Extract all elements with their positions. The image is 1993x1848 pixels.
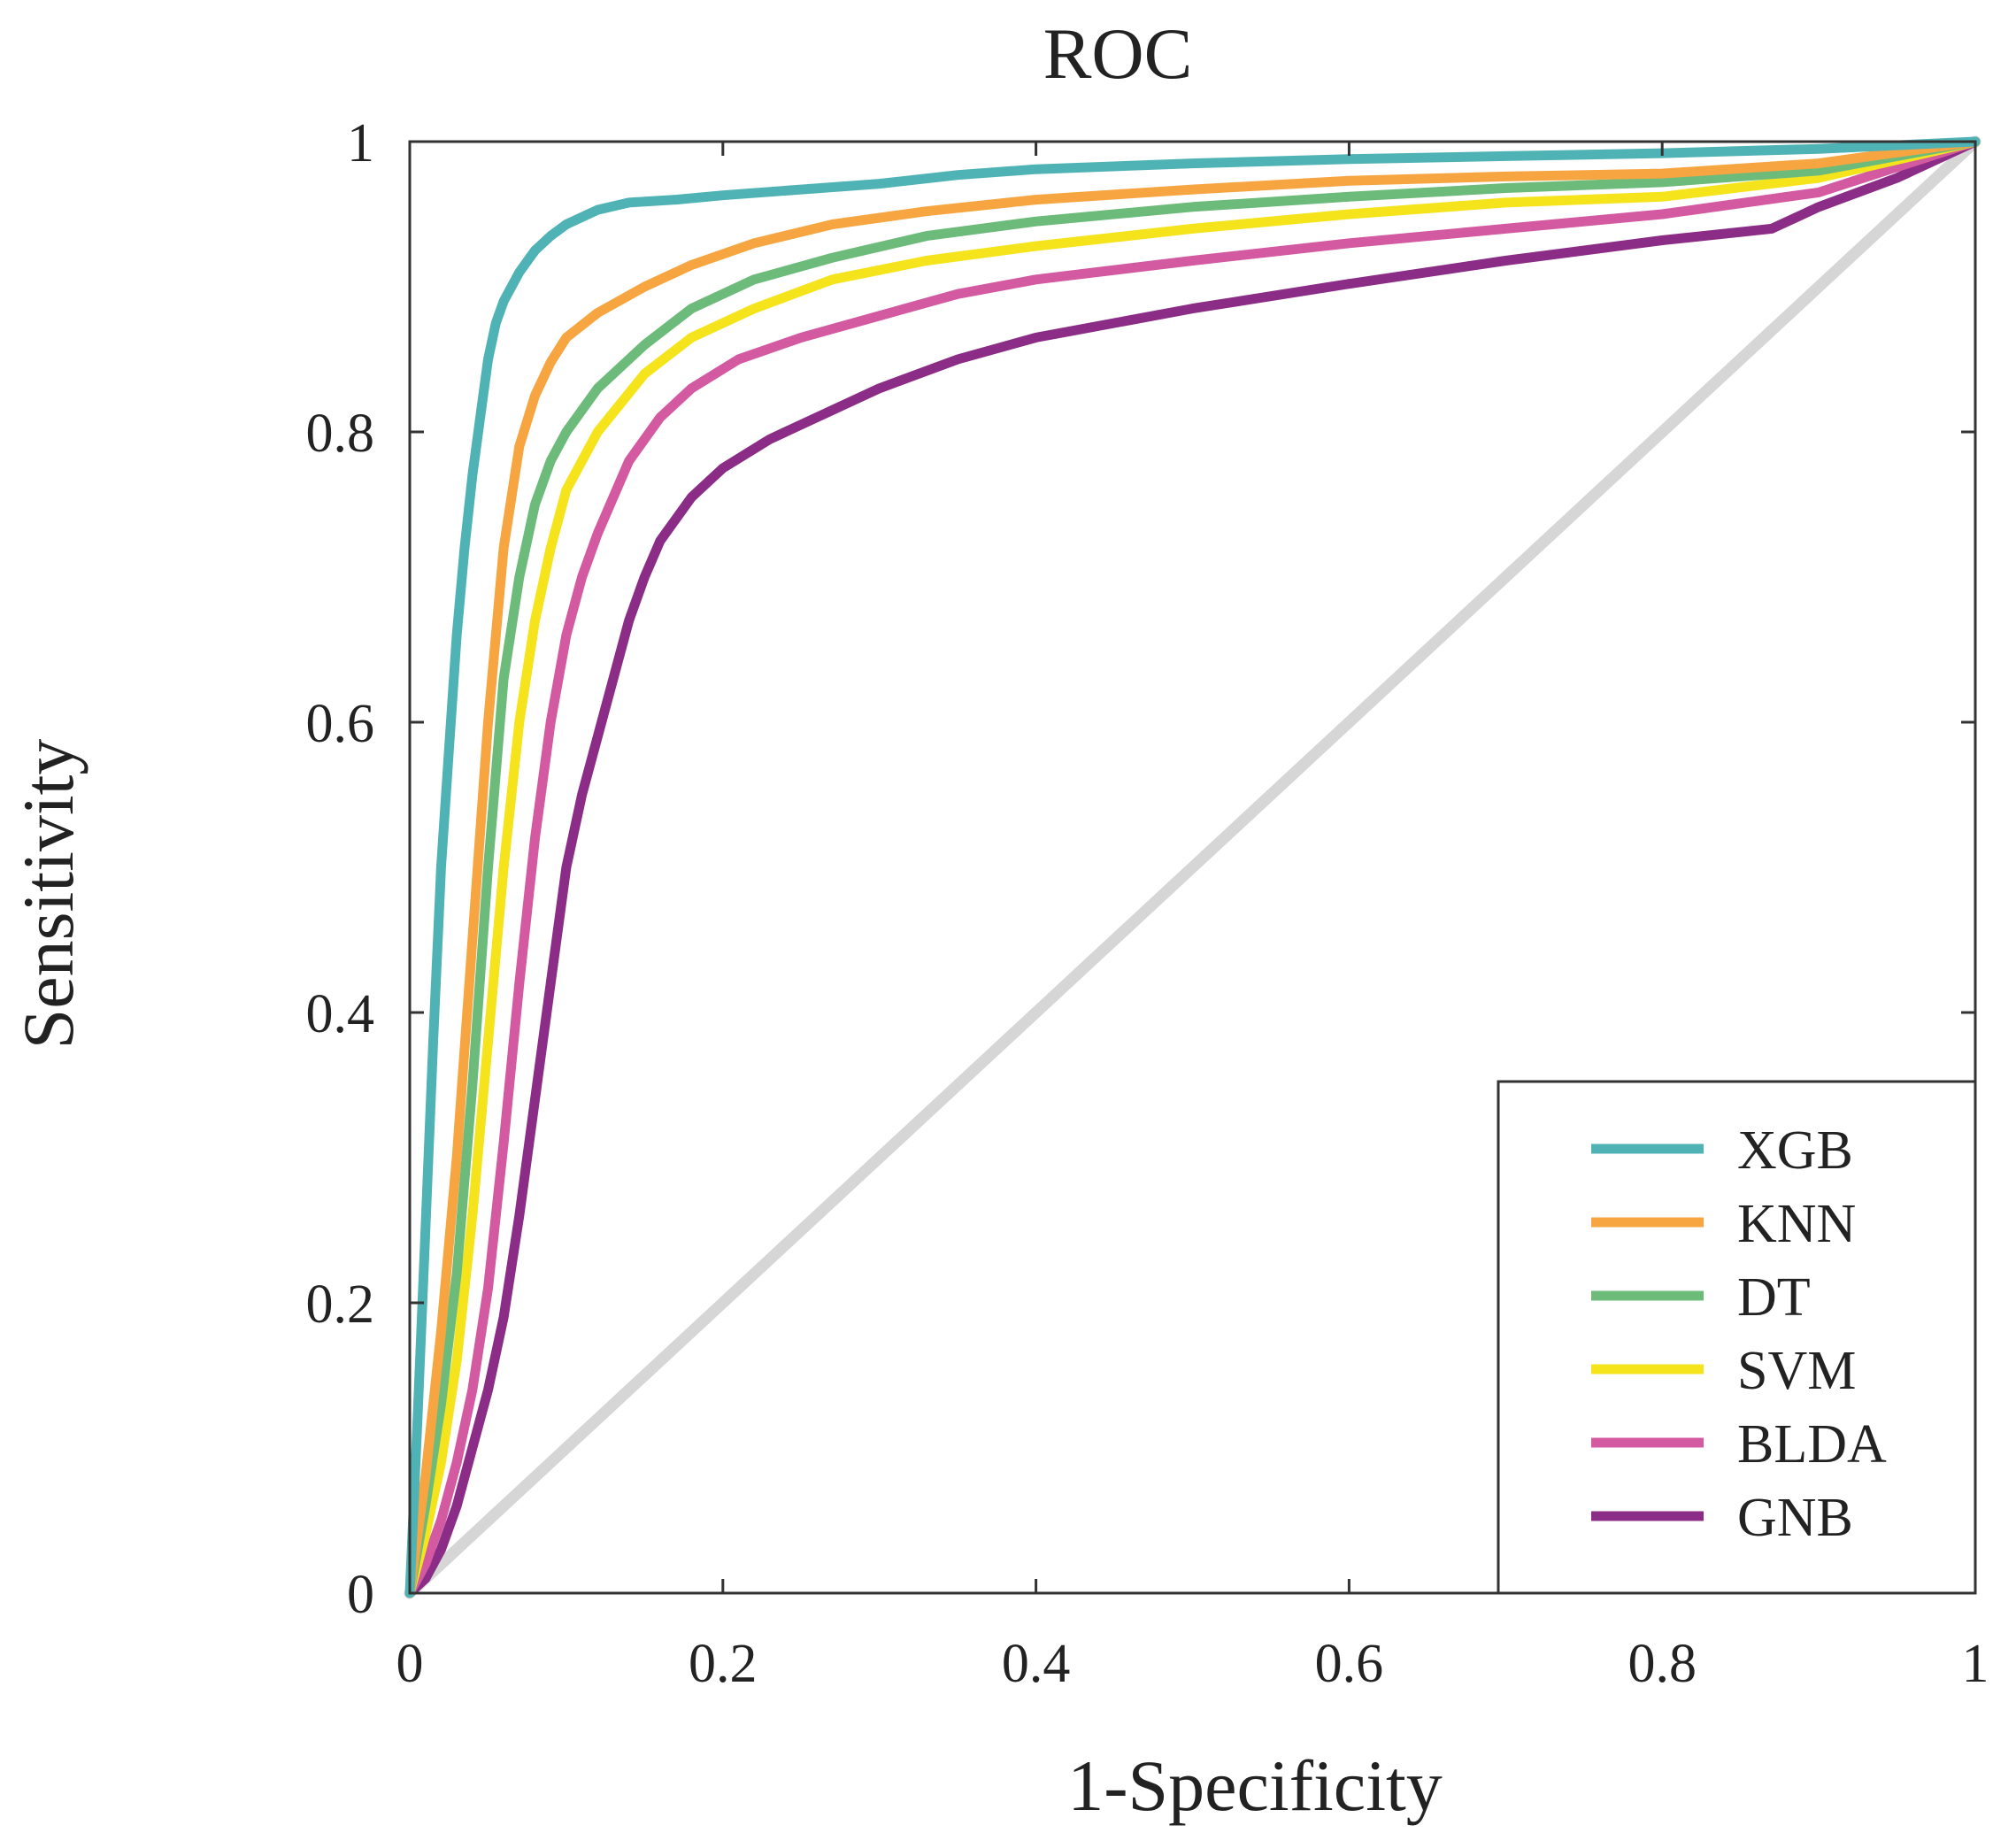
y-tick-label: 0 xyxy=(347,1565,374,1625)
legend: XGB KNN DT SVM BLDA GNB xyxy=(1497,1080,1977,1595)
series-line-dt xyxy=(404,136,1981,1598)
series-line-svm xyxy=(404,136,1981,1598)
x-tick-label: 0.6 xyxy=(1315,1634,1384,1694)
legend-label-gnb: GNB xyxy=(1737,1488,1853,1548)
plot-frame xyxy=(408,140,1977,1595)
reference-diagonal-line xyxy=(404,135,1981,1599)
y-tick-label: 0.6 xyxy=(306,694,375,754)
chart-title: ROC xyxy=(1043,13,1193,94)
series-line-blda xyxy=(404,136,1981,1598)
x-axis-label: 1-Specificity xyxy=(1067,1745,1443,1826)
legend-label-knn: KNN xyxy=(1737,1194,1856,1254)
x-tick-label: 1 xyxy=(1962,1634,1989,1694)
y-tick-label: 0.2 xyxy=(306,1274,375,1335)
legend-label-blda: BLDA xyxy=(1737,1414,1887,1475)
legend-label-xgb: XGB xyxy=(1737,1120,1853,1181)
series-line-xgb xyxy=(404,136,1981,1598)
x-tick-label: 0.2 xyxy=(689,1634,758,1694)
y-tick-label: 0.4 xyxy=(306,984,375,1044)
legend-label-svm: SVM xyxy=(1737,1341,1856,1401)
x-tick-label: 0.4 xyxy=(1002,1634,1071,1694)
legend-label-dt: DT xyxy=(1737,1267,1811,1328)
plot-area xyxy=(404,135,1981,1599)
series-line-knn xyxy=(404,136,1981,1598)
y-tick-label: 1 xyxy=(347,113,374,173)
y-axis-label: Sensitivity xyxy=(8,739,88,1050)
y-tick-label: 0.8 xyxy=(306,404,375,464)
series-line-gnb xyxy=(404,136,1981,1598)
axes: 00 0.2 0.2 0.4 0.4 0.6 0.6 0.8 0.8 1 1 xyxy=(306,113,1989,1694)
x-tick-label: 0.8 xyxy=(1627,1634,1697,1694)
legend-box xyxy=(1497,1080,1977,1595)
x-tick-label: 0 xyxy=(396,1634,424,1694)
